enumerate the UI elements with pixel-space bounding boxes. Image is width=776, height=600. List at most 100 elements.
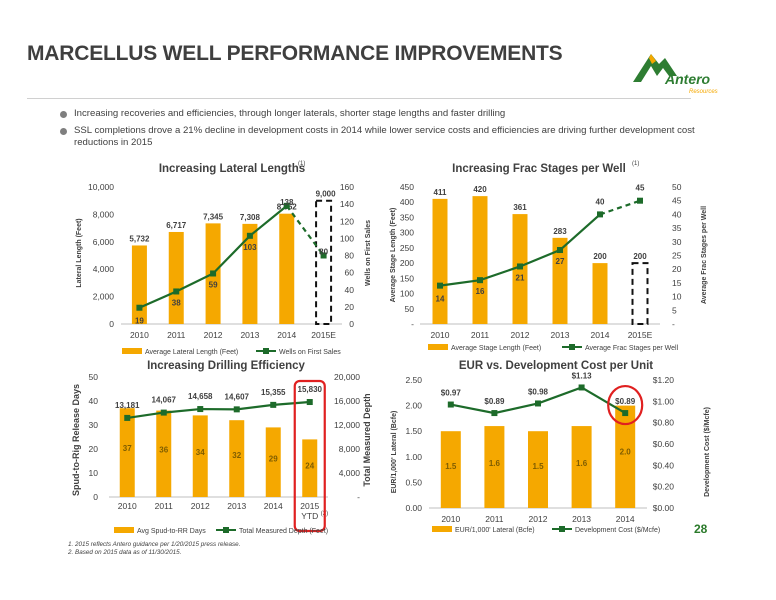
y2-tick-label: 160 [340,182,354,192]
bar-value-label: 1.6 [489,459,501,468]
y2-tick-label: 35 [672,223,682,233]
chart-title-footnote: (1) [298,161,305,167]
bullet-list: Increasing recoveries and efficiencies, … [58,108,708,154]
highlight-circle [607,384,644,426]
series-line-estimate [599,199,641,216]
chart-lateral-lengths: Increasing Lateral Lengths (1) 0 2,000 4,0… [76,161,372,356]
y-tick-label: - [411,319,414,329]
bar [528,431,548,508]
bar-value-label: 2.0 [620,448,632,457]
line-point [622,410,629,417]
bar-value-label: 420 [473,185,487,194]
bar [440,431,461,508]
y-tick-label: 30 [89,420,99,430]
y2-axis-label: Total Measured Depth [362,393,372,486]
logo-mountain-icon [633,54,677,82]
line-point [197,406,204,413]
chart-title: Increasing Frac Stages per Well [452,163,626,175]
line-value-label: 59 [209,280,218,289]
line-point [233,406,240,413]
y-tick-label: 50 [405,304,415,314]
y-tick-label: 40 [89,396,99,406]
chart-title-footnote: (1) [632,161,639,167]
y-tick-label: 150 [400,273,414,283]
y-tick-label: 250 [400,243,414,253]
bullet-item: SSL completions drove a 21% decline in d… [58,125,708,150]
y-axis-label: Spud-to-Rig Release Days [71,384,81,496]
bar [571,426,592,508]
line-point [124,414,131,421]
line-value-label: 40 [596,197,605,206]
bar-outline-estimate [315,199,333,326]
x-tick-label: 2012 [191,501,210,511]
bar [432,198,448,324]
line-value-label: 45 [636,184,645,193]
x-tick-label: 2013 [240,330,259,340]
y2-tick-label: 50 [672,182,682,192]
y2-axis-label: Development Cost ($/Mcfe) [704,407,711,497]
x-tick-label: 2014 [264,501,283,511]
x-tick-label: 2012 [529,514,548,524]
legend-bar-label: Avg Spud-to-RR Days [137,528,206,535]
y2-tick-label: 20,000 [334,372,360,382]
bar-value-label: 36 [159,445,168,454]
bar-value-label: 1.5 [532,462,544,471]
bar [119,408,135,497]
line-value-label: 38 [172,298,181,307]
y2-axis-label: Wells on First Sales [365,220,372,286]
y2-tick-label: 12,000 [334,420,360,430]
x-tick-label: 2010 [118,501,137,511]
y2-tick-label: 8,000 [339,444,361,454]
line-point [320,252,327,259]
line-point [637,197,643,204]
y-tick-label: 1.50 [405,426,422,436]
bar [279,213,295,324]
bar-value-label: 1.5 [445,462,457,471]
y2-tick-label: $0.20 [653,482,675,492]
line-value-label: 16 [476,287,485,296]
chart-drilling-efficiency: Increasing Drilling Efficiency 0 10 20 30 40… [71,360,372,535]
bar [131,245,147,324]
y-tick-label: 300 [400,228,414,238]
line-value-label: 80 [319,248,328,257]
bar-value-label: 200 [593,252,607,261]
y-tick-label: 50 [89,372,99,382]
antero-logo: Antero Resources [633,54,718,95]
chart-title: EUR vs. Development Cost per Unit [459,360,653,372]
bar [192,415,208,497]
line-point [535,400,541,407]
line-value-label: $0.89 [484,397,505,406]
y2-tick-label: 60 [345,268,355,278]
bullet-item: Increasing recoveries and efficiencies, … [58,108,708,121]
line-value-label: 14,067 [152,396,177,405]
line-point [270,401,277,408]
y-axis-label: Lateral Length (Feet) [76,218,83,287]
y-tick-label: 2.50 [405,375,422,385]
x-tick-label: 2013 [572,514,591,524]
bar [168,231,184,324]
line-value-label: $0.97 [441,389,462,398]
legend-line-label: Total Measured Depth (Feet) [239,528,328,535]
title-divider [27,98,691,99]
y2-tick-label: $0.00 [653,503,675,513]
bar-value-label: 7,308 [240,213,261,222]
footnote-item: 2. Based on 2015 data as of 11/30/2015. [68,549,182,556]
y2-tick-label: 40 [345,285,355,295]
legend: Avg Spud-to-RR Days Total Measured Depth… [114,527,328,535]
line-point [246,232,253,239]
line-value-label: 14,607 [225,392,250,401]
line-value-label: 138 [280,198,294,207]
line-value-label: 14,658 [188,392,213,401]
highlight-box [293,379,326,533]
y2-tick-label: 4,000 [339,468,361,478]
bar-value-label: 32 [232,451,241,460]
bar-value-label: 9,000 [316,190,337,199]
y-tick-label: 1.00 [405,452,422,462]
x-tick-label: 2011 [471,330,490,340]
y-tick-label: 2,000 [93,292,115,302]
x-tick-label: 2013 [227,501,246,511]
legend-bar-swatch [114,527,134,533]
bar [242,223,258,324]
bar [265,427,281,497]
logo-subtext: Resources [689,89,718,95]
